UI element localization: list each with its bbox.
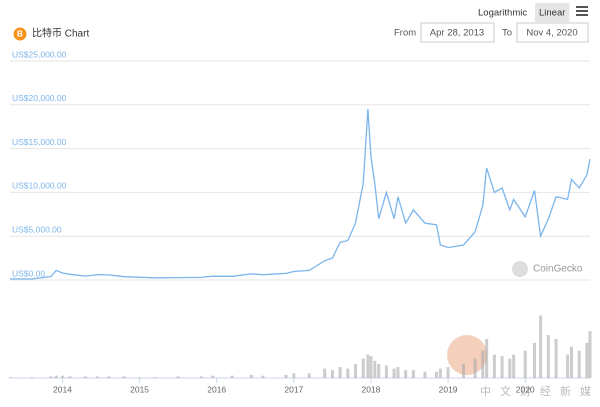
volume-bar	[95, 376, 99, 378]
x-tick-label: 2019	[439, 384, 458, 394]
volume-bar	[588, 331, 592, 378]
volume-bar	[84, 376, 88, 378]
scale-button[interactable]: Logarithmic	[478, 8, 527, 19]
menu-bar	[576, 10, 588, 12]
volume-bar	[373, 360, 377, 378]
y-tick-label: US$15,000.00	[12, 137, 67, 147]
volume-bar	[512, 354, 516, 378]
volume-bar	[585, 342, 589, 378]
x-tick-label: 2017	[284, 384, 303, 394]
x-tick-label: 2016	[207, 384, 226, 394]
volume-bar	[435, 371, 439, 378]
volume-bar	[446, 367, 450, 378]
volume-bar	[323, 368, 327, 378]
volume-bar	[307, 373, 311, 378]
volume-bar	[249, 374, 253, 378]
volume-bar	[539, 315, 543, 378]
volume-bar	[54, 375, 58, 378]
to-input[interactable]	[516, 22, 589, 43]
volume-bar	[481, 350, 485, 378]
volume-bar	[532, 342, 536, 378]
watermark-logo	[447, 335, 487, 375]
volume-bar	[211, 375, 215, 378]
volume-bar	[369, 356, 373, 378]
volume-bar	[485, 339, 489, 378]
y-tick-label: US$10,000.00	[12, 181, 67, 191]
volume-bar	[462, 363, 466, 378]
x-tick-label: 2018	[361, 384, 380, 394]
watermark: CoinGecko	[533, 264, 583, 275]
coin-icon-glyph: B	[17, 30, 23, 39]
selected-bg	[535, 3, 570, 22]
volume-bar	[354, 363, 358, 378]
chart-title: 比特币 Chart	[32, 28, 89, 40]
volume-bar	[230, 375, 234, 378]
volume-bar	[500, 356, 504, 378]
y-tick-label: US$5,000.00	[12, 224, 62, 234]
volume-bar	[377, 363, 381, 378]
volume-bar	[423, 371, 427, 378]
volume-bar	[492, 354, 496, 378]
from-input[interactable]	[420, 22, 495, 43]
scale-button[interactable]: Linear	[539, 8, 565, 19]
to-date: Nov 4, 2020	[526, 28, 577, 39]
volume-bar	[569, 346, 573, 378]
to-label: To	[502, 28, 512, 39]
volume-bar	[261, 375, 265, 378]
volume-bar	[366, 354, 370, 378]
volume-bar	[346, 368, 350, 378]
y-tick-label: US$20,000.00	[12, 93, 67, 103]
volume-bar	[338, 367, 342, 378]
volume-bar	[546, 335, 550, 378]
volume-bar	[554, 339, 558, 378]
watermark-icon	[512, 261, 528, 277]
from-label: From	[394, 28, 416, 39]
volume-bar	[508, 358, 512, 378]
from-date: Apr 28, 2013	[430, 28, 484, 39]
y-tick-label: US$0.00	[12, 268, 45, 278]
volume-bar	[122, 376, 126, 378]
volume-bar	[396, 367, 400, 378]
volume-bar	[330, 370, 334, 378]
volume-bar	[384, 365, 388, 378]
volume-bar	[361, 358, 365, 378]
x-tick-label: 2014	[53, 384, 72, 394]
volume-bar	[199, 376, 203, 378]
volume-bar	[284, 374, 288, 378]
price-line	[9, 109, 591, 280]
menu-bar	[576, 6, 588, 8]
volume-bar	[49, 376, 53, 378]
x-tick-label: 2020	[516, 384, 535, 394]
volume-bar	[176, 376, 180, 378]
volume-bar	[138, 377, 142, 378]
volume-bar	[60, 375, 64, 378]
menu-bar	[576, 14, 588, 16]
volume-bar	[411, 370, 415, 378]
volume-bar	[107, 376, 111, 378]
coin-icon	[13, 27, 27, 41]
volume-bar	[392, 368, 396, 378]
volume-bar	[438, 368, 442, 378]
volume-bar	[68, 376, 72, 378]
volume-bar	[30, 377, 34, 378]
watermark-text: 中文财经新媒体	[480, 384, 600, 398]
volume-bar	[292, 373, 296, 378]
volume-bar	[153, 377, 157, 378]
menu-button[interactable]	[576, 6, 588, 16]
volume-bar	[8, 377, 12, 378]
x-tick-label: 2015	[130, 384, 149, 394]
volume-bar	[473, 358, 477, 378]
volume-bar	[577, 350, 581, 378]
y-tick-label: US$25,000.00	[12, 49, 67, 59]
volume-bar	[566, 354, 570, 378]
volume-bar	[404, 370, 408, 378]
volume-bar	[523, 350, 527, 378]
